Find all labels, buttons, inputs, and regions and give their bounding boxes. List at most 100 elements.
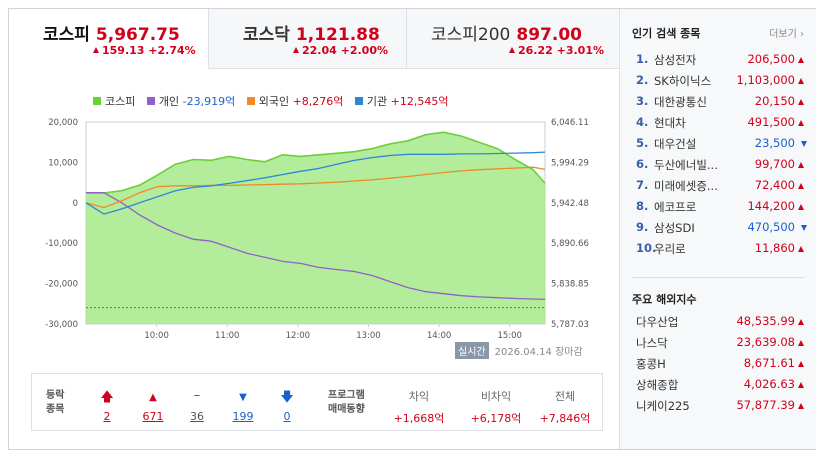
popular-name: 미래에셋증...: [654, 179, 718, 193]
popular-item[interactable]: 7. 미래에셋증... 72,400: [632, 175, 807, 196]
up-arrow-icon: [798, 120, 804, 126]
popular-name: 삼성전자: [654, 53, 697, 67]
legend-foreign-value: +8,276억: [292, 95, 344, 108]
tab-kospi200[interactable]: 코스피200 897.00 26.22 +3.01%: [407, 9, 619, 69]
non-arbitrage-value: +6,178억: [470, 412, 522, 425]
realtime-badge[interactable]: 실시간: [455, 342, 489, 359]
popular-item[interactable]: 6. 두산에너빌... 99,700: [632, 154, 807, 175]
tab-kospi200-price: 897.00: [516, 25, 582, 45]
popular-item[interactable]: 10. 우리로 11,860: [632, 238, 807, 259]
popular-item[interactable]: 5. 대우건설 23,500: [632, 133, 807, 154]
legend-foreign-label: 외국인: [258, 95, 290, 108]
more-link-label: 더보기: [769, 29, 797, 40]
advance-decline-box: 등락 종목 🡅 2 ▲ 671 – 36 ▼ 199 🡇 0 프로그램 매매동향 차…: [31, 373, 603, 431]
popular-item[interactable]: 4. 현대차 491,500: [632, 112, 807, 133]
left-axis-tick-label: 10,000: [48, 158, 78, 168]
lower-limit-count[interactable]: 0: [283, 410, 291, 423]
overseas-item[interactable]: 다우산업 48,535.99: [632, 311, 807, 332]
popular-item[interactable]: 2. SK하이닉스 1,103,000: [632, 70, 807, 91]
sidebar-divider: [632, 277, 805, 278]
popular-rank: 4.: [636, 115, 649, 129]
legend-institution[interactable]: 기관 +12,545억: [354, 93, 449, 109]
tab-kosdaq-change: 22.04 +2.00%: [302, 44, 389, 57]
popular-price: 99,700: [754, 157, 795, 171]
tab-kospi200-change: 26.22 +3.01%: [518, 44, 605, 57]
popular-list: 1. 삼성전자 206,500 2. SK하이닉스 1,103,000 3. 대한광통신 20,…: [632, 49, 807, 259]
popular-item[interactable]: 3. 대한광통신 20,150: [632, 91, 807, 112]
popular-price: 1,103,000: [736, 73, 795, 87]
advance-decline-label: 등락 종목: [46, 390, 65, 415]
lower-limit-icon: 🡇: [280, 390, 294, 405]
up-arrow-icon: [798, 204, 804, 210]
tab-kospi[interactable]: 코스피 5,967.75 159.13 +2.74%: [9, 9, 209, 69]
left-axis-tick-label: 20,000: [48, 118, 78, 128]
overseas-name: 다우산업: [636, 315, 679, 329]
popular-name: 현대차: [654, 116, 686, 130]
upper-limit-icon: 🡅: [100, 390, 114, 405]
overseas-item[interactable]: 나스닥 23,639.08: [632, 332, 807, 353]
tab-kosdaq-price: 1,121.88: [295, 25, 380, 45]
legend-swatch-foreign: [246, 97, 255, 105]
up-arrow-icon: [509, 47, 515, 53]
popular-rank: 3.: [636, 94, 649, 108]
legend-foreign[interactable]: 외국인 +8,276억: [246, 93, 344, 109]
popular-name: 에코프로: [654, 200, 697, 214]
tab-kosdaq[interactable]: 코스닥 1,121.88 22.04 +2.00%: [209, 9, 407, 69]
popular-item[interactable]: 9. 삼성SDI 470,500: [632, 217, 807, 238]
legend-swatch-institution: [354, 97, 363, 105]
overseas-price: 23,639.08: [736, 335, 795, 349]
more-link[interactable]: 더보기 ›: [769, 25, 804, 40]
legend-swatch-individual: [146, 97, 155, 105]
overseas-item[interactable]: 니케이225 57,877.39: [632, 395, 807, 416]
chevron-right-icon: ›: [796, 29, 804, 40]
popular-price: 20,150: [754, 94, 795, 108]
up-arrow-icon: [798, 99, 804, 105]
overseas-name: 상해종합: [636, 378, 679, 392]
legend-institution-label: 기관: [366, 95, 388, 108]
index-panel: 코스피 5,967.75 159.13 +2.74% 코스닥 1,121.88 22…: [9, 9, 619, 449]
up-arrow-icon: [798, 361, 804, 367]
popular-item[interactable]: 8. 에코프로 144,200: [632, 196, 807, 217]
popular-price: 144,200: [747, 199, 795, 213]
fall-icon: ▼: [239, 392, 247, 403]
right-axis-tick-label: 6,046.11: [551, 118, 589, 128]
index-tabs: 코스피 5,967.75 159.13 +2.74% 코스닥 1,121.88 22…: [9, 9, 619, 69]
x-axis-tick-label: 12:00: [286, 331, 311, 341]
x-axis-tick-label: 15:00: [497, 331, 522, 341]
non-arbitrage-label: 비차익: [480, 390, 512, 403]
popular-price: 23,500: [754, 136, 795, 150]
overseas-name: 나스닥: [636, 336, 668, 350]
up-arrow-icon: [93, 47, 99, 53]
popular-title: 인기 검색 종목: [632, 27, 701, 40]
fall-count[interactable]: 199: [232, 410, 254, 423]
kospi-line: [86, 131, 546, 194]
up-arrow-icon: [293, 47, 299, 53]
overseas-price: 4,026.63: [743, 377, 795, 391]
overseas-item[interactable]: 상해종합 4,026.63: [632, 374, 807, 395]
popular-item[interactable]: 1. 삼성전자 206,500: [632, 49, 807, 70]
market-widget: 코스피 5,967.75 159.13 +2.74% 코스닥 1,121.88 22…: [8, 8, 816, 450]
left-axis-tick-label: -30,000: [45, 320, 78, 330]
up-arrow-icon: [798, 78, 804, 84]
popular-rank: 8.: [636, 199, 649, 213]
flat-count[interactable]: 36: [190, 410, 204, 423]
right-axis-tick-label: 5,942.48: [551, 199, 589, 209]
popular-price: 11,860: [754, 241, 795, 255]
legend-kospi[interactable]: 코스피: [93, 93, 135, 109]
total-value: +7,846억: [539, 412, 591, 425]
institution-line: [85, 151, 546, 215]
popular-price: 206,500: [747, 52, 795, 66]
legend-individual[interactable]: 개인 -23,919억: [146, 93, 235, 109]
foreign-line: [85, 166, 546, 209]
tab-kospi-price: 5,967.75: [95, 25, 180, 45]
up-arrow-icon: [798, 183, 804, 189]
upper-limit-count[interactable]: 2: [103, 410, 111, 423]
overseas-price: 48,535.99: [736, 314, 795, 328]
rise-count[interactable]: 671: [142, 410, 164, 423]
arbitrage-value: +1,668억: [393, 412, 445, 425]
popular-rank: 10.: [636, 241, 657, 255]
left-axis-tick-label: -20,000: [45, 280, 78, 290]
overseas-item[interactable]: 홍콩H 8,671.61: [632, 353, 807, 374]
tab-kospi-name: 코스피: [43, 25, 90, 45]
overseas-price: 57,877.39: [736, 398, 795, 412]
